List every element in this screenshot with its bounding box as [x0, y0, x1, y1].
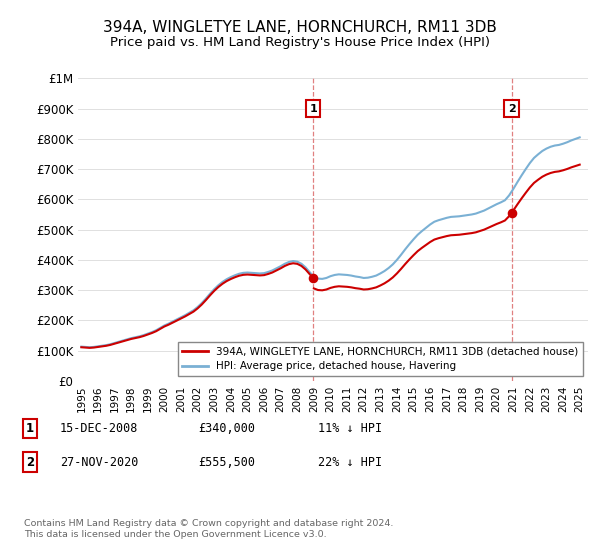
Text: 11% ↓ HPI: 11% ↓ HPI: [318, 422, 382, 435]
Text: £555,500: £555,500: [198, 455, 255, 469]
Text: 394A, WINGLETYE LANE, HORNCHURCH, RM11 3DB: 394A, WINGLETYE LANE, HORNCHURCH, RM11 3…: [103, 20, 497, 35]
Legend: 394A, WINGLETYE LANE, HORNCHURCH, RM11 3DB (detached house), HPI: Average price,: 394A, WINGLETYE LANE, HORNCHURCH, RM11 3…: [178, 342, 583, 376]
Text: 2: 2: [26, 455, 34, 469]
Text: Contains HM Land Registry data © Crown copyright and database right 2024.
This d: Contains HM Land Registry data © Crown c…: [24, 520, 394, 539]
Text: £340,000: £340,000: [198, 422, 255, 435]
Text: 27-NOV-2020: 27-NOV-2020: [60, 455, 139, 469]
Text: 15-DEC-2008: 15-DEC-2008: [60, 422, 139, 435]
Point: [507, 208, 517, 217]
Text: 22% ↓ HPI: 22% ↓ HPI: [318, 455, 382, 469]
Text: 2: 2: [508, 104, 515, 114]
Point: [308, 273, 318, 282]
Text: Price paid vs. HM Land Registry's House Price Index (HPI): Price paid vs. HM Land Registry's House …: [110, 36, 490, 49]
Text: 1: 1: [26, 422, 34, 435]
Text: 1: 1: [310, 104, 317, 114]
